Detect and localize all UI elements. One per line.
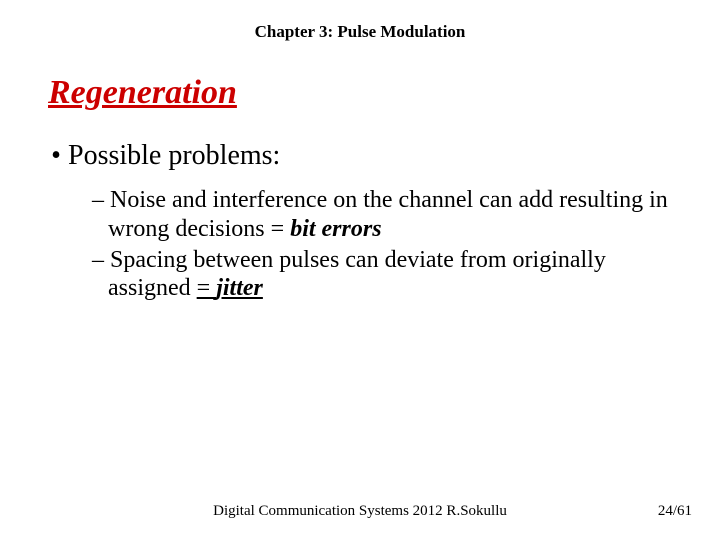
- sub-item-2-text: Spacing between pulses can deviate from …: [108, 247, 606, 302]
- sub-item-1: – Noise and interference on the channel …: [92, 186, 680, 244]
- sub-bullet-list: – Noise and interference on the channel …: [92, 186, 680, 303]
- sub-item-1-term: bit errors: [290, 216, 381, 242]
- chapter-header: Chapter 3: Pulse Modulation: [0, 0, 720, 42]
- main-bullet-text: Possible problems:: [68, 140, 280, 171]
- sub-item-1-text: Noise and interference on the channel ca…: [108, 187, 668, 242]
- sub-item-2-eq: =: [197, 275, 217, 301]
- sub-item-2: – Spacing between pulses can deviate fro…: [92, 246, 680, 304]
- main-bullet: •Possible problems:: [44, 140, 720, 172]
- page-number: 24/61: [658, 503, 692, 520]
- sub-item-2-term: jitter: [216, 275, 263, 301]
- bullet-dot: •: [44, 140, 68, 172]
- footer-center: Digital Communication Systems 2012 R.Sok…: [0, 503, 720, 520]
- footer: Digital Communication Systems 2012 R.Sok…: [0, 503, 720, 520]
- slide-title: Regeneration: [48, 74, 720, 112]
- chapter-text: Chapter 3: Pulse Modulation: [255, 22, 466, 41]
